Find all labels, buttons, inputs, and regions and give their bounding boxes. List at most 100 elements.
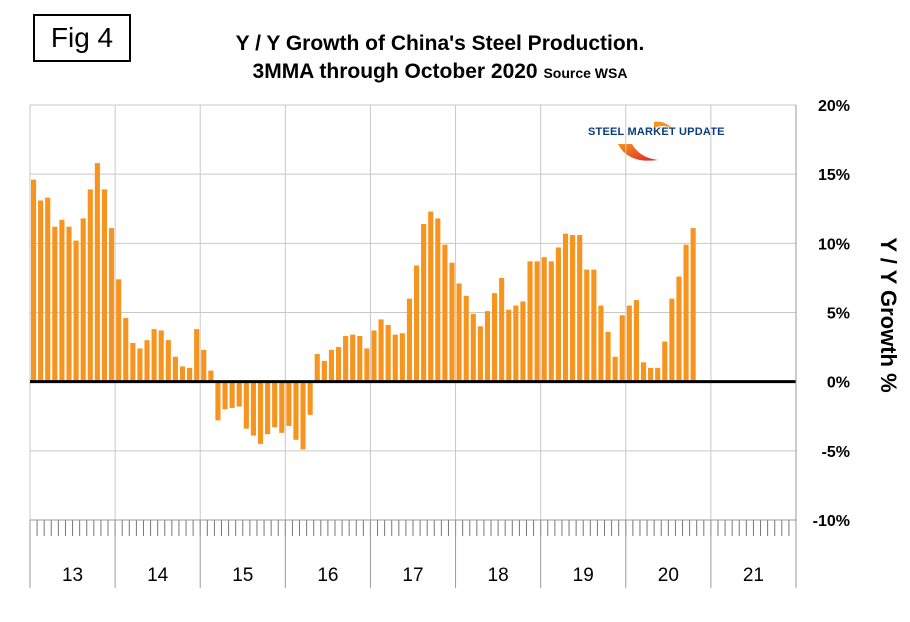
- data-bar: [477, 326, 483, 382]
- data-bar: [364, 348, 370, 382]
- data-bar: [194, 329, 200, 382]
- data-bar: [555, 247, 561, 382]
- logo-text: STEEL MARKET UPDATE: [588, 126, 725, 138]
- data-bar: [413, 265, 420, 382]
- data-bar: [690, 228, 696, 382]
- y-tick-label: 0%: [827, 375, 850, 392]
- data-bar: [399, 333, 405, 382]
- data-bar: [492, 293, 498, 382]
- data-bar: [59, 219, 65, 382]
- data-bar: [101, 189, 108, 382]
- data-bar: [378, 319, 384, 382]
- data-bar: [633, 300, 639, 382]
- data-bar: [640, 362, 647, 382]
- data-bar: [598, 305, 604, 382]
- data-bar: [548, 261, 554, 382]
- data-bar: [151, 329, 157, 382]
- data-bar: [562, 233, 569, 382]
- data-bar: [73, 240, 79, 382]
- data-bar: [52, 226, 58, 382]
- data-bar: [38, 200, 44, 382]
- data-bar: [435, 218, 441, 382]
- data-bar: [172, 356, 178, 382]
- data-bar: [123, 318, 129, 382]
- data-bar: [94, 163, 100, 382]
- data-bar: [350, 334, 356, 382]
- chart-title-line2: 3MMA through October 2020 Source WSA: [120, 60, 760, 84]
- y-tick-label: 10%: [818, 236, 850, 253]
- x-year-label: 13: [62, 565, 83, 586]
- data-bar: [236, 381, 242, 407]
- data-bar: [520, 301, 526, 382]
- data-bar: [541, 257, 547, 382]
- x-year-label: 21: [743, 565, 764, 586]
- x-year-label: 20: [658, 565, 679, 586]
- data-bar: [662, 341, 668, 382]
- data-bar: [683, 244, 689, 382]
- data-bar: [314, 354, 320, 382]
- data-bar: [335, 347, 342, 382]
- data-bar: [605, 331, 611, 382]
- data-bar: [80, 218, 86, 382]
- data-bar: [293, 381, 299, 440]
- data-bar: [45, 197, 51, 382]
- chart-title-text-1: Y / Y Growth of China's Steel Production…: [235, 32, 645, 55]
- data-bar: [272, 381, 278, 428]
- axis-layer: [29, 105, 797, 588]
- data-bar: [584, 269, 590, 382]
- data-bar: [257, 381, 264, 444]
- data-bar: [626, 305, 632, 382]
- x-year-label: 18: [488, 565, 509, 586]
- x-year-label: 15: [232, 565, 253, 586]
- data-bar: [215, 381, 221, 421]
- y-tick-label: -5%: [822, 444, 850, 461]
- data-bar: [328, 349, 334, 382]
- data-bar: [612, 356, 618, 382]
- data-bar: [669, 298, 675, 382]
- data-bar: [158, 330, 164, 382]
- data-bar: [300, 381, 306, 450]
- chart-title-text-2: 3MMA through October 2020: [252, 60, 538, 83]
- data-bar: [406, 298, 413, 382]
- data-bar: [676, 276, 682, 382]
- figure-label: Fig 4: [33, 14, 131, 62]
- data-bar: [179, 366, 186, 382]
- data-bar: [321, 360, 327, 382]
- data-bar: [265, 381, 271, 435]
- figure-label-text: Fig 4: [50, 22, 114, 53]
- data-bar: [499, 277, 505, 382]
- logo-swoosh-icon: [618, 121, 672, 161]
- data-bar: [591, 269, 597, 382]
- data-bar: [470, 313, 476, 382]
- data-bar: [357, 336, 363, 382]
- data-bar: [534, 261, 540, 382]
- data-bar: [116, 279, 122, 382]
- data-bar: [279, 381, 285, 433]
- data-bar: [286, 381, 292, 426]
- data-bar: [87, 189, 93, 382]
- bars-layer: [30, 163, 696, 450]
- data-bar: [442, 244, 448, 382]
- logo-rest-text: MARKET UPDATE: [627, 126, 725, 138]
- data-bar: [30, 179, 37, 382]
- data-bar: [527, 261, 533, 382]
- x-year-label: 19: [573, 565, 594, 586]
- data-bar: [165, 340, 171, 382]
- data-bar: [421, 223, 427, 382]
- data-bar: [463, 295, 469, 382]
- data-bar: [449, 262, 455, 382]
- data-bar: [201, 349, 207, 382]
- data-bar: [137, 348, 143, 382]
- chart-source-text: Source WSA: [543, 65, 628, 81]
- data-bar: [187, 367, 193, 382]
- data-bar: [229, 381, 235, 408]
- data-bar: [385, 324, 391, 382]
- data-bar: [130, 342, 136, 382]
- chart-title-line1: Y / Y Growth of China's Steel Production…: [120, 32, 760, 56]
- data-bar: [343, 336, 349, 382]
- labels-layer: 20% 15% 10% 5% 0% -5% -10% 13 14 15 16 17 18 19 20 21: [62, 98, 850, 586]
- y-tick-label: 20%: [818, 98, 850, 115]
- data-bar: [428, 211, 434, 382]
- data-bar: [577, 235, 583, 382]
